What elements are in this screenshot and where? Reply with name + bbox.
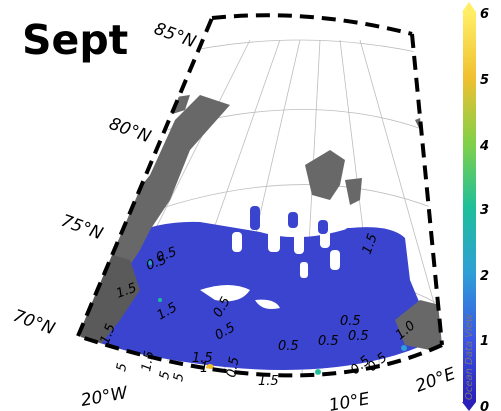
colorbar-brand: Ocean Data View: [464, 313, 475, 400]
contour-label: 1.5: [114, 281, 139, 302]
colorbar-tick-0: 0: [480, 400, 489, 411]
colorbar-tick-1: 1: [480, 334, 489, 349]
colorbar-tick-2: 2: [480, 269, 489, 284]
colorbar-tick-3: 3: [480, 203, 489, 218]
colorbar: Ocean Data View 0 1 2 3 4 5 6: [462, 2, 489, 411]
contour-label: 0.5: [348, 329, 369, 344]
contour-label: 5: [157, 370, 173, 381]
contour-label: 1.5: [192, 351, 213, 366]
contour-label: 0.5: [224, 356, 242, 379]
contour-label: 1.5: [139, 350, 157, 373]
colorbar-tick-4: 4: [479, 139, 489, 154]
contour-label: 0.5: [340, 314, 361, 329]
contour-label: 0.5: [154, 245, 179, 266]
map-frame: [76, 13, 444, 378]
colorbar-gradient: [463, 12, 476, 402]
lon-label-10e: 10°E: [327, 389, 371, 411]
contour-label: 1.5: [98, 322, 119, 347]
contour-label: 1.5: [360, 232, 381, 257]
colorbar-tick-6: 6: [480, 7, 489, 22]
lat-label-85: 85°N: [151, 19, 198, 53]
contour-label: 5: [114, 362, 130, 373]
contour-label: 0.5: [318, 334, 339, 349]
lon-label-20w: 20°W: [79, 383, 130, 411]
contour-label: 0.5: [278, 339, 299, 354]
lat-label-80: 80°N: [106, 114, 153, 148]
colorbar-tick-5: 5: [480, 73, 489, 88]
colorbar-bottom-arrow: [462, 402, 476, 411]
contour-label: 5: [171, 372, 187, 383]
panel-title: Sept: [22, 16, 129, 64]
contour-label: 1: [200, 361, 208, 376]
contour-label: 0.5: [144, 253, 169, 274]
lon-label-20e: 20°E: [413, 364, 458, 397]
contour-label: 1.5: [258, 374, 279, 389]
lat-label-70: 70°N: [10, 306, 57, 340]
colorbar-top-arrow: [462, 2, 476, 12]
lat-label-75: 75°N: [58, 211, 105, 245]
